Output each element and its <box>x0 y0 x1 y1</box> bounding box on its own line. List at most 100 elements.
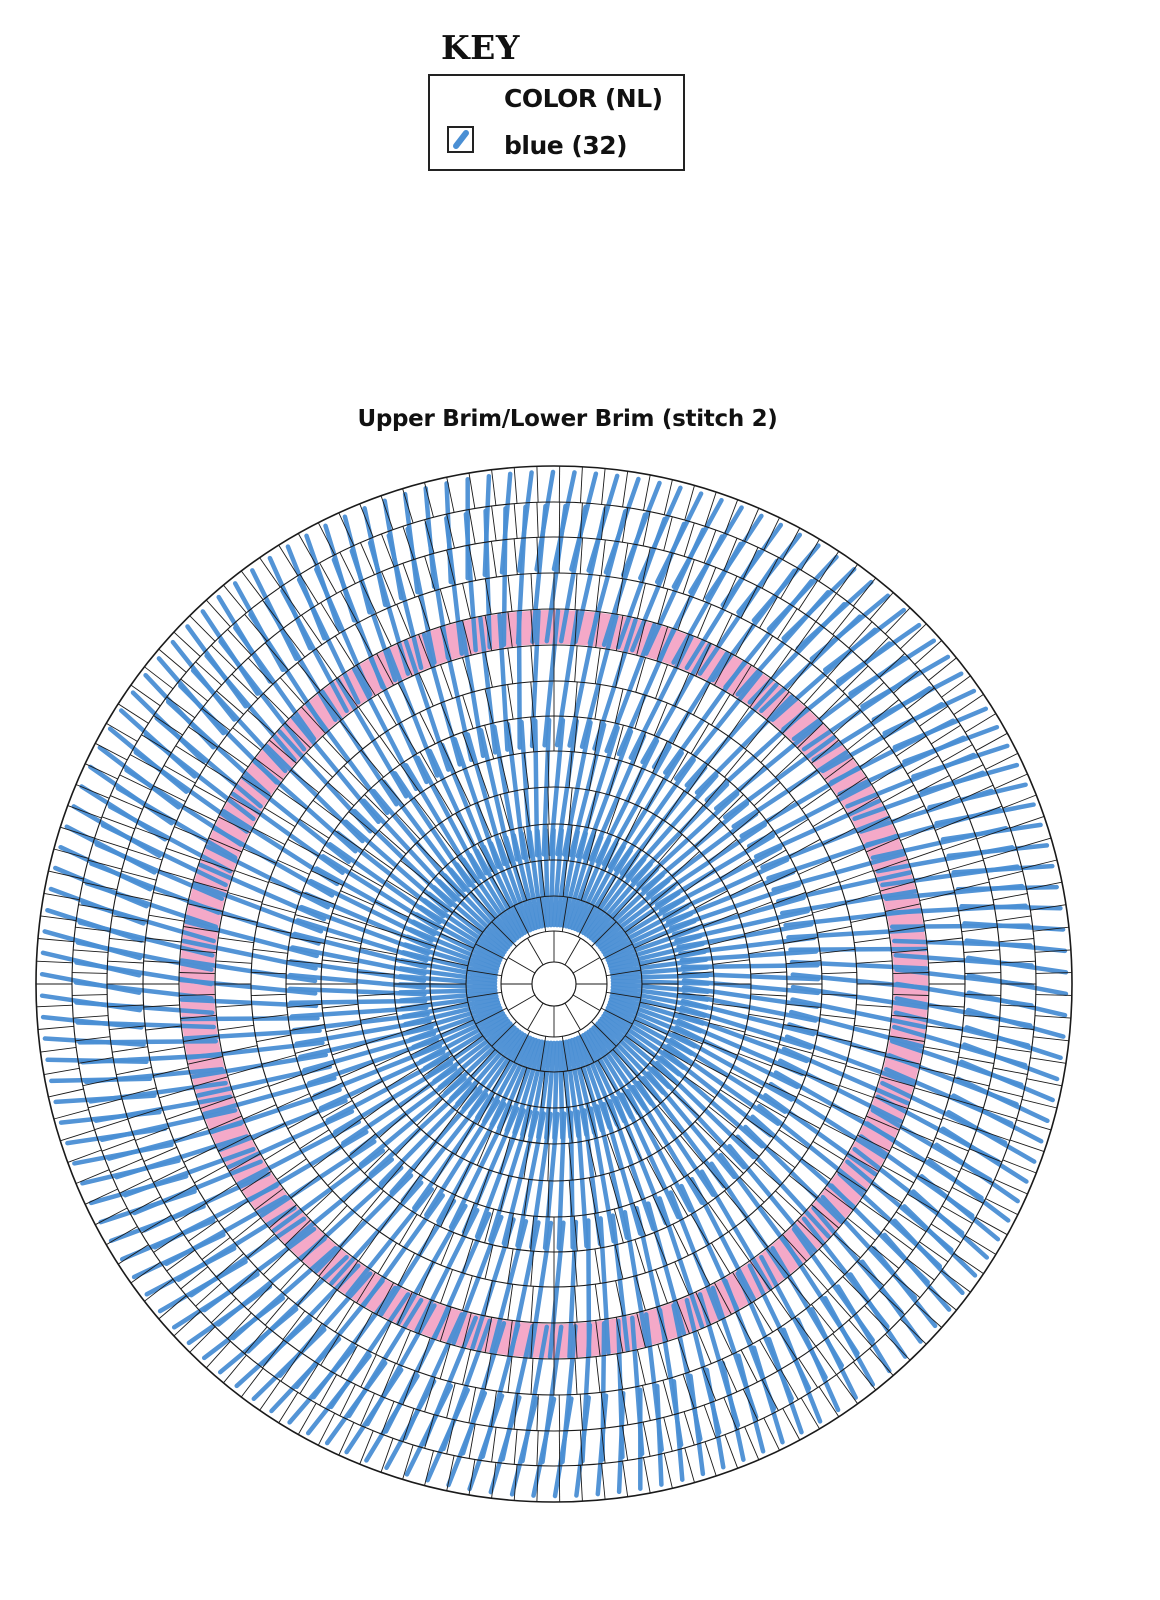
grid-spoke <box>153 1165 186 1183</box>
grid-spoke <box>712 959 750 965</box>
stitch <box>517 470 534 573</box>
grid-spoke <box>711 694 731 726</box>
grid-spoke <box>580 466 583 503</box>
grid-spoke <box>446 1382 456 1419</box>
grid-spoke <box>287 838 319 857</box>
stitch <box>182 1028 322 1041</box>
grid-spoke <box>523 1142 530 1179</box>
grid-spoke <box>398 723 418 754</box>
grid-spoke <box>101 1138 135 1152</box>
grid-spoke <box>568 1143 573 1181</box>
grid-spoke <box>634 1019 668 1035</box>
key-item-blue-label: blue (32) <box>504 131 628 160</box>
grid-spoke <box>286 1003 322 1008</box>
grid-spoke <box>410 1038 444 1056</box>
grid-spoke <box>507 684 514 720</box>
stitch <box>344 1367 404 1455</box>
grid-spoke <box>358 706 380 737</box>
grid-spoke <box>536 502 539 538</box>
grid-spoke <box>263 1248 290 1275</box>
grid-spoke <box>827 1290 852 1318</box>
grid-spoke <box>188 1220 219 1242</box>
grid-spoke <box>693 1252 711 1286</box>
grid-spoke <box>964 713 997 733</box>
grid-spoke <box>709 1022 746 1033</box>
grid-spoke <box>948 859 984 871</box>
grid-spoke <box>753 1161 781 1186</box>
grid-spoke <box>183 926 220 933</box>
stitch <box>195 1064 333 1098</box>
grid-spoke <box>857 1134 890 1152</box>
grid-spoke <box>634 1239 646 1274</box>
grid-spoke <box>1026 1078 1062 1087</box>
grid-spoke <box>775 1190 803 1216</box>
grid-spoke <box>439 588 451 624</box>
stitch <box>781 566 857 641</box>
stitch <box>753 798 882 859</box>
stitch <box>592 617 638 751</box>
stitch <box>45 907 144 943</box>
stitch <box>654 491 704 585</box>
grid-spoke <box>594 1284 601 1320</box>
grid-spoke <box>402 1370 416 1405</box>
grid-spoke <box>277 1093 310 1109</box>
grid-spoke <box>1000 960 1036 964</box>
grid-spoke <box>334 1117 364 1139</box>
stitch <box>157 1259 248 1314</box>
grid-spoke <box>1016 1119 1052 1131</box>
grid-spoke <box>994 773 1028 790</box>
grid-spoke <box>252 948 288 954</box>
stitch <box>771 851 906 892</box>
grid-spoke <box>881 784 914 803</box>
grid-spoke <box>334 1301 355 1333</box>
grid-spoke <box>325 935 362 945</box>
grid-spoke <box>568 787 573 825</box>
grid-spoke <box>339 720 364 750</box>
grid-spoke <box>279 677 305 705</box>
grid-spoke <box>770 1289 793 1320</box>
grid-spoke <box>200 858 235 872</box>
grid-spoke <box>434 1111 458 1142</box>
grid-spoke <box>624 807 643 842</box>
grid-spoke <box>1034 949 1071 953</box>
stitch <box>42 929 143 961</box>
grid-spoke <box>72 972 108 974</box>
stitch <box>482 473 492 578</box>
grid-spoke <box>657 1344 669 1380</box>
grid-spoke <box>574 1251 578 1287</box>
grid-spoke <box>735 1311 754 1344</box>
grid-spoke <box>917 775 950 793</box>
grid-spoke <box>772 891 806 905</box>
stitch <box>179 958 318 984</box>
grid-spoke <box>780 1369 799 1400</box>
grid-spoke <box>935 1137 969 1152</box>
grid-spoke <box>642 547 651 583</box>
grid-spoke <box>627 768 643 802</box>
stitch <box>499 471 513 575</box>
grid-spoke <box>242 848 277 864</box>
grid-spoke <box>208 1115 242 1131</box>
grid-spoke <box>621 1425 629 1461</box>
stitch <box>704 1367 726 1470</box>
stitch <box>704 513 764 601</box>
grid-spoke <box>656 1306 669 1342</box>
grid-spoke <box>513 467 518 504</box>
grid-spoke <box>724 749 748 778</box>
grid-spoke <box>676 1299 690 1334</box>
stitch <box>671 1379 685 1482</box>
grid-spoke <box>646 778 664 811</box>
stitch <box>688 505 744 595</box>
grid-spoke <box>256 925 291 934</box>
grid-spoke <box>794 1316 817 1347</box>
grid-spoke <box>380 533 395 567</box>
stitch <box>323 523 357 623</box>
stitch <box>467 1393 505 1492</box>
grid-spoke <box>600 504 606 540</box>
stitch <box>39 993 143 1013</box>
grid-spoke <box>446 1455 455 1491</box>
grid-spoke <box>800 538 820 571</box>
grid-spoke <box>856 960 893 964</box>
grid-spoke <box>928 657 957 681</box>
grid-spoke <box>803 1263 829 1291</box>
grid-spoke <box>672 1224 689 1256</box>
